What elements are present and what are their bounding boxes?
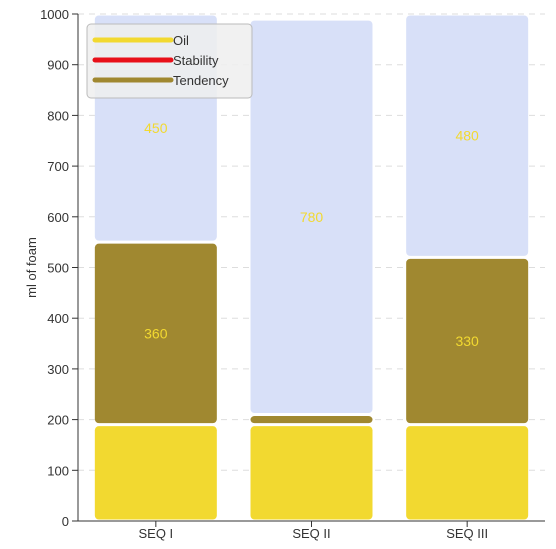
bar-segment <box>94 243 217 424</box>
y-tick-label: 600 <box>47 210 69 225</box>
legend: Oil Stability Tendency <box>86 23 253 99</box>
data-labels: 360 450 780 330 480 <box>144 120 479 349</box>
bar-value-label: 480 <box>455 128 479 144</box>
y-tick-label: 200 <box>47 413 69 428</box>
bar-segment <box>406 426 529 520</box>
bar-segment <box>250 20 373 414</box>
y-tick-label: 500 <box>47 261 69 276</box>
bar-segment <box>406 258 529 424</box>
y-axis-title: ml of foam <box>24 237 39 298</box>
y-tick-label: 0 <box>62 514 69 529</box>
y-tick-label: 700 <box>47 159 69 174</box>
y-tick-label: 300 <box>47 362 69 377</box>
y-tick-label: 400 <box>47 311 69 326</box>
bar-value-label: 780 <box>300 209 324 225</box>
x-tick-label: SEQ II <box>292 526 330 541</box>
bar-segment <box>406 15 529 256</box>
axes: 0 100 200 300 400 500 600 700 800 900 1000 SEQ I SEQ… <box>40 7 545 541</box>
bar-segment <box>250 416 373 424</box>
bar-segment <box>94 426 217 520</box>
y-tick-label: 800 <box>47 108 69 123</box>
legend-label: Oil <box>173 33 189 48</box>
x-tick-label: SEQ I <box>138 526 173 541</box>
bar-value-label: 450 <box>144 120 168 136</box>
y-tick-label: 100 <box>47 463 69 478</box>
bar-value-label: 360 <box>144 325 168 341</box>
y-tick-label: 900 <box>47 58 69 73</box>
legend-label: Tendency <box>173 73 229 88</box>
y-tick-label: 1000 <box>40 7 69 22</box>
bar-value-label: 330 <box>455 333 479 349</box>
bar-segment <box>250 426 373 520</box>
x-tick-label: SEQ III <box>446 526 488 541</box>
legend-label: Stability <box>173 53 219 68</box>
